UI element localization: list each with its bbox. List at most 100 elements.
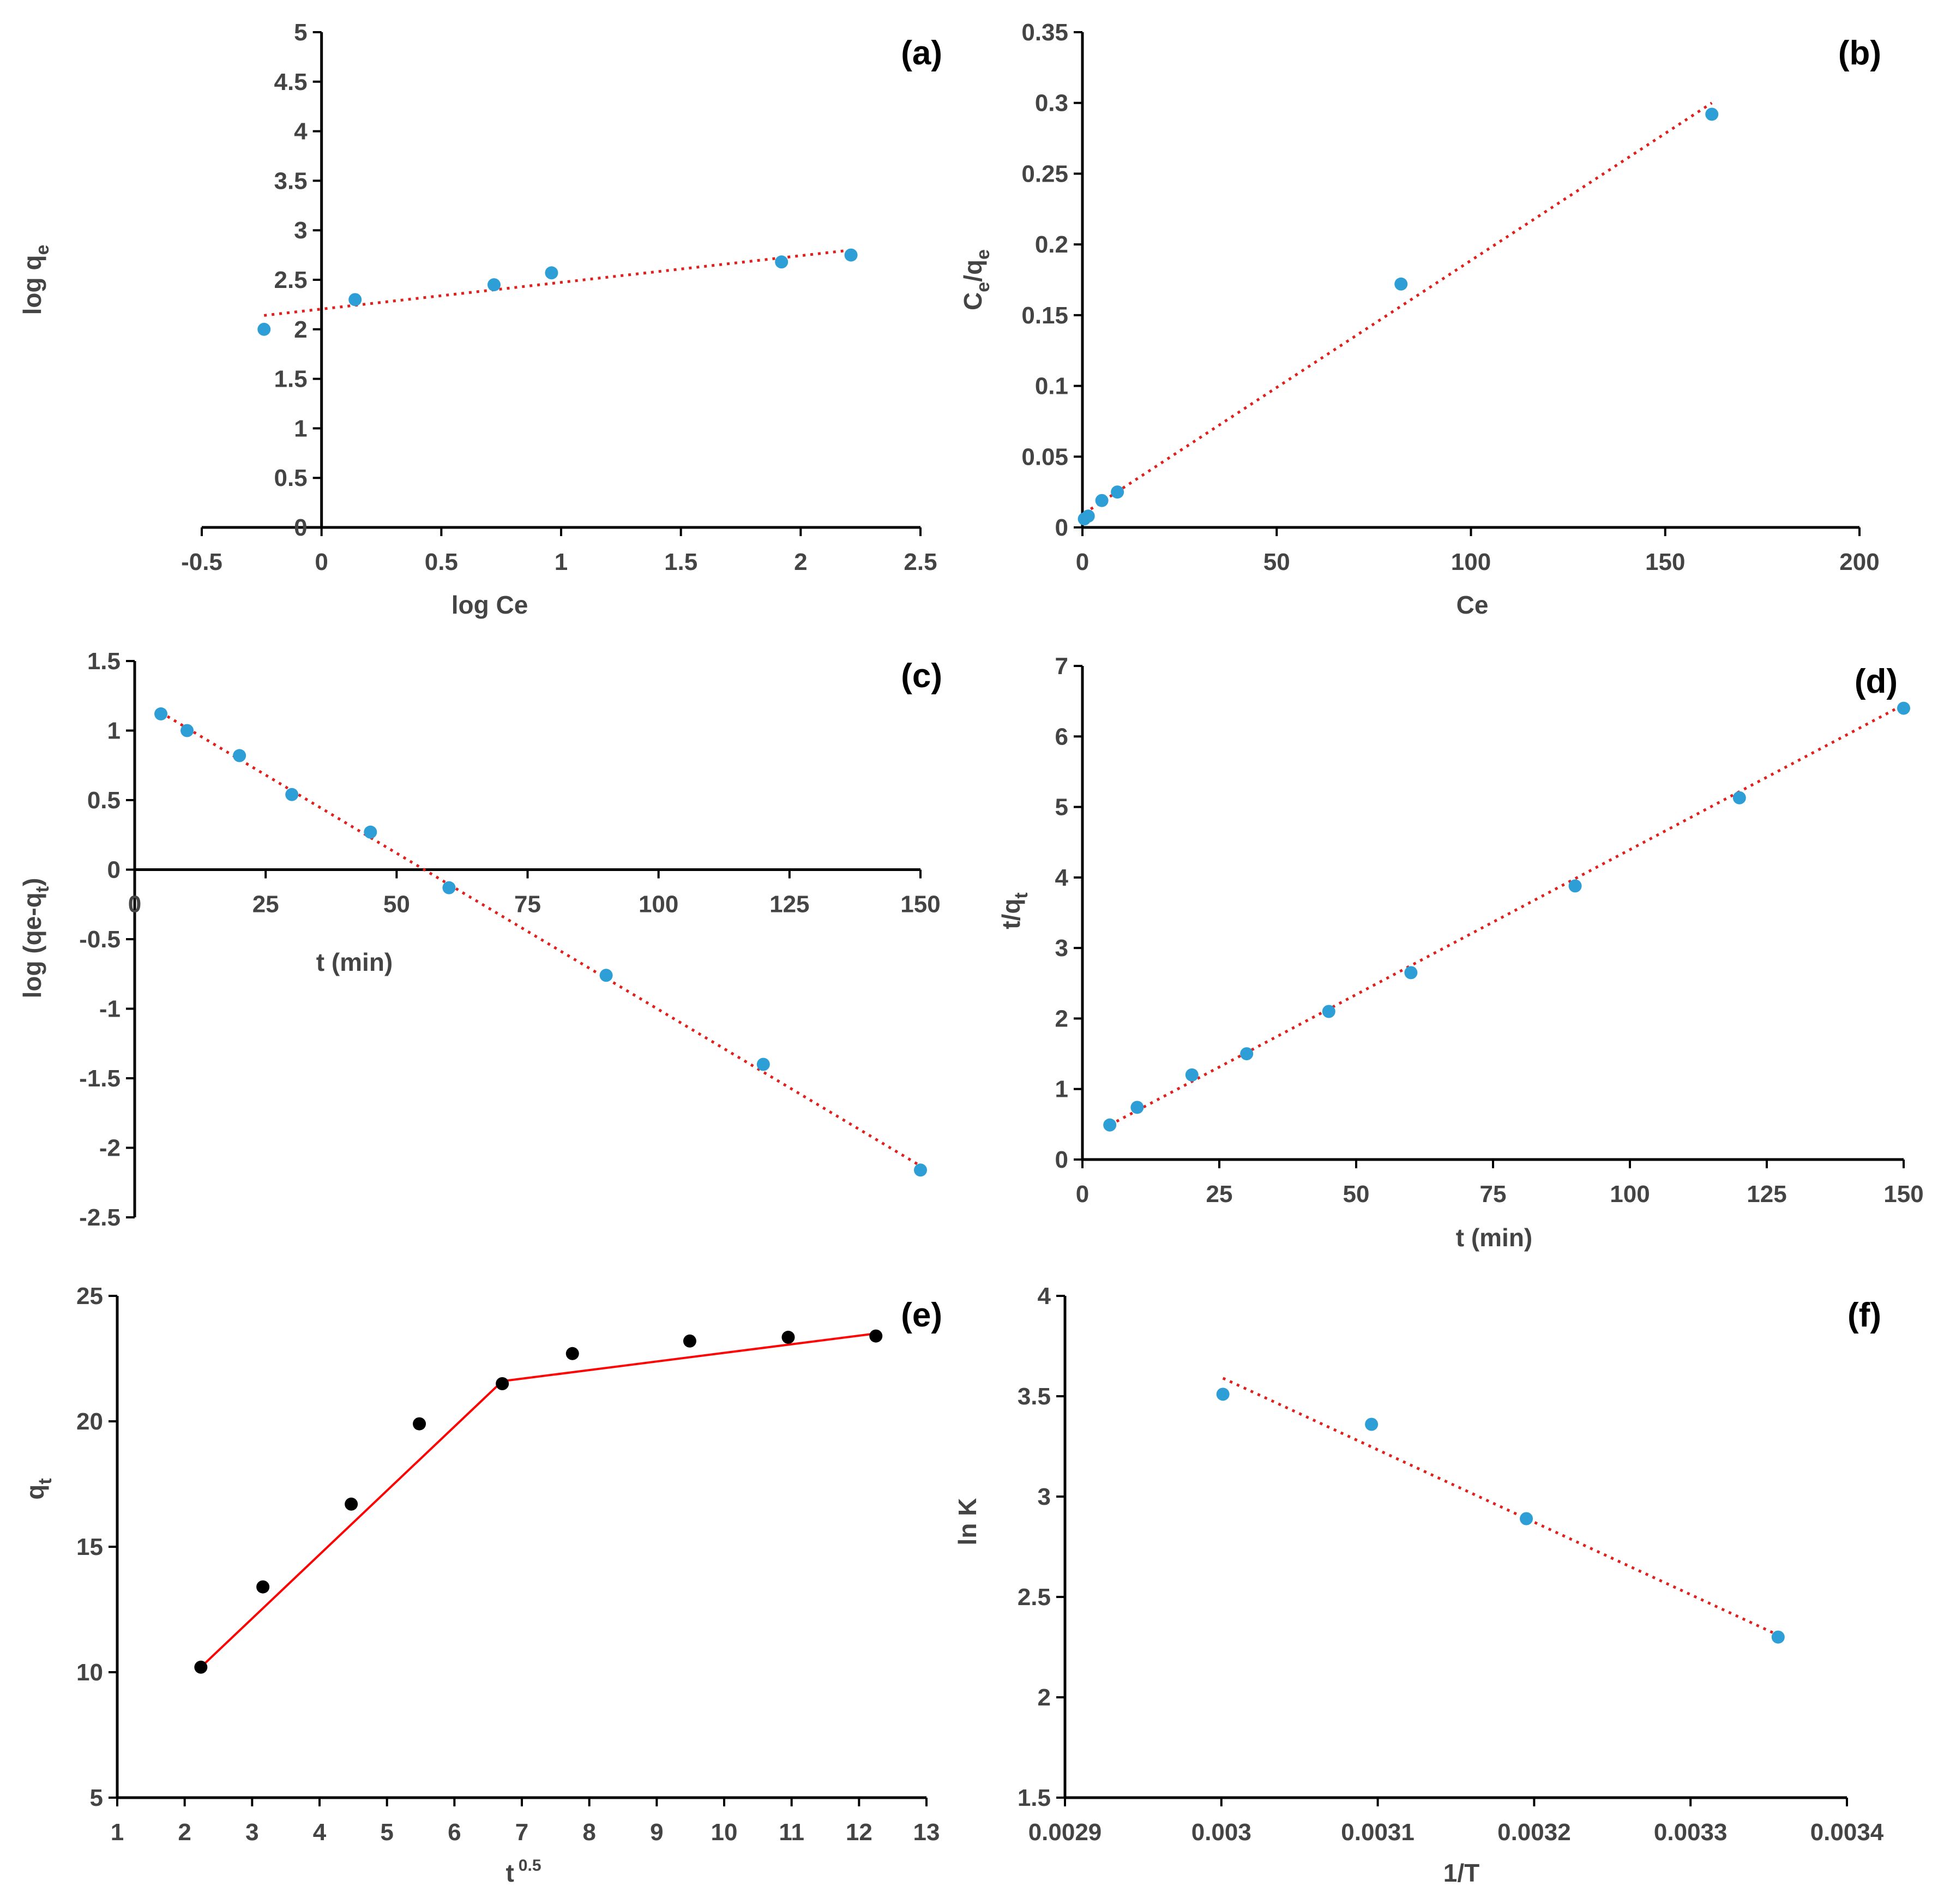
y-tick-label: 3 bbox=[294, 217, 307, 244]
x-axis-title: 1/T bbox=[1443, 1859, 1479, 1887]
data-point bbox=[194, 1660, 208, 1674]
y-tick-label: 1.5 bbox=[87, 648, 121, 675]
x-tick-label: 3 bbox=[245, 1819, 258, 1846]
data-point bbox=[487, 278, 501, 292]
y-axis-title-main: log q bbox=[18, 255, 46, 315]
data-point bbox=[756, 1058, 770, 1071]
y-tick-label: 1 bbox=[107, 718, 121, 744]
x-tick-label: -0.5 bbox=[181, 549, 222, 575]
y-axis-title-subscript: e bbox=[973, 282, 994, 292]
data-point bbox=[1095, 494, 1109, 507]
data-point bbox=[364, 825, 377, 839]
y-tick-label: 1 bbox=[294, 415, 307, 442]
panel-label: (b) bbox=[1838, 34, 1881, 72]
y-axis-title: log (qe-qt) bbox=[18, 878, 53, 999]
y-tick-label: 2.5 bbox=[274, 267, 307, 293]
x-tick-label: 25 bbox=[1206, 1181, 1233, 1208]
data-point bbox=[1568, 879, 1582, 893]
data-point bbox=[348, 293, 362, 307]
y-tick-label: 0.1 bbox=[1035, 373, 1068, 400]
y-tick-label: 0.5 bbox=[87, 787, 121, 814]
x-tick-label: 0 bbox=[315, 549, 328, 575]
data-point bbox=[775, 255, 789, 269]
y-tick-label: 0 bbox=[1055, 1146, 1068, 1173]
y-tick-label: 2 bbox=[294, 316, 307, 343]
data-point bbox=[1394, 277, 1408, 291]
x-tick-label: 5 bbox=[380, 1819, 393, 1846]
y-axis-title-main: /q bbox=[959, 260, 987, 282]
data-point bbox=[1520, 1512, 1533, 1525]
x-tick-label: 10 bbox=[711, 1819, 738, 1846]
y-axis-title-end: ) bbox=[18, 878, 46, 886]
data-point bbox=[1103, 1118, 1117, 1132]
y-tick-label: 5 bbox=[1055, 794, 1068, 821]
y-axis-title-main: q bbox=[21, 1485, 49, 1500]
data-point bbox=[844, 248, 858, 262]
x-tick-label: 0.0034 bbox=[1810, 1819, 1884, 1846]
y-tick-label: 2.5 bbox=[1018, 1584, 1051, 1611]
y-tick-label: 3 bbox=[1038, 1483, 1051, 1510]
trendline bbox=[1222, 1377, 1779, 1637]
y-axis-title: Ce/qe bbox=[959, 249, 994, 310]
fit-segment bbox=[200, 1380, 503, 1668]
x-axis-title: Ce bbox=[1457, 591, 1489, 619]
data-point bbox=[1771, 1630, 1785, 1644]
data-point bbox=[1240, 1047, 1254, 1061]
trendline bbox=[1084, 101, 1713, 515]
x-tick-label: 150 bbox=[1883, 1181, 1923, 1208]
panel-label: (a) bbox=[901, 34, 942, 72]
x-tick-label: 100 bbox=[1451, 549, 1491, 575]
x-tick-label: 0.5 bbox=[425, 549, 458, 575]
x-axis-title: log Ce bbox=[452, 591, 528, 619]
y-tick-label: 0 bbox=[107, 857, 121, 884]
y-axis-title-subscript: t bbox=[32, 886, 53, 892]
y-tick-label: 0.25 bbox=[1021, 160, 1068, 187]
y-tick-label: 15 bbox=[76, 1534, 103, 1560]
y-axis-title-subscript: t bbox=[35, 1478, 56, 1484]
x-tick-label: 2 bbox=[178, 1819, 191, 1846]
data-point bbox=[565, 1347, 579, 1360]
data-point bbox=[1185, 1068, 1199, 1082]
y-axis-title-main: t/q bbox=[997, 899, 1025, 929]
y-tick-label: 1.5 bbox=[274, 366, 307, 393]
data-point bbox=[683, 1334, 696, 1348]
x-tick-label: 13 bbox=[913, 1819, 940, 1846]
x-tick-label: 0.0033 bbox=[1654, 1819, 1728, 1846]
chart-panel-d: 0 1 2 3 4 5 6 7 0 25 50 75 100 125 150 (d) t (min) t/qt bbox=[997, 653, 1924, 1252]
x-tick-label: 75 bbox=[514, 891, 541, 918]
trendline bbox=[1109, 703, 1905, 1126]
y-tick-label: 1 bbox=[1055, 1076, 1068, 1103]
y-tick-label: -1 bbox=[99, 996, 121, 1023]
y-tick-label: 4 bbox=[294, 118, 308, 145]
y-tick-label: 5 bbox=[90, 1785, 103, 1811]
x-tick-label: 0.0032 bbox=[1497, 1819, 1571, 1846]
x-tick-label: 2.5 bbox=[904, 549, 937, 575]
y-tick-label: 6 bbox=[1055, 723, 1068, 750]
panel-label: (f) bbox=[1847, 1296, 1881, 1334]
y-tick-label: 0.05 bbox=[1021, 443, 1068, 470]
y-tick-label: 3.5 bbox=[274, 167, 307, 194]
data-point bbox=[285, 788, 299, 801]
y-axis-title-main: C bbox=[959, 292, 987, 310]
x-tick-label: 1 bbox=[111, 1819, 124, 1846]
y-axis-title-subscript: e bbox=[32, 245, 53, 255]
y-tick-label: 5 bbox=[294, 19, 307, 46]
data-point bbox=[1216, 1388, 1230, 1401]
y-tick-label: 0.3 bbox=[1035, 90, 1068, 117]
data-point bbox=[257, 322, 271, 336]
data-point bbox=[180, 724, 194, 737]
x-tick-label: 1 bbox=[555, 549, 568, 575]
y-tick-label: -2 bbox=[99, 1135, 121, 1162]
data-point bbox=[496, 1377, 509, 1390]
x-tick-label: 125 bbox=[1747, 1181, 1786, 1208]
y-tick-label: 0 bbox=[1055, 514, 1068, 541]
chart-panel-f: 1.5 2 2.5 3 3.5 4 0.0029 0.003 0.0031 0.0032 0.003… bbox=[953, 1283, 1884, 1887]
y-axis-title-main: ln K bbox=[953, 1498, 982, 1546]
y-axis-title: qt bbox=[21, 1478, 56, 1499]
panel-label: (e) bbox=[901, 1296, 942, 1334]
data-point bbox=[1732, 791, 1746, 804]
y-tick-label: 0 bbox=[294, 514, 307, 541]
chart-panel-a: 0 0.5 1 1.5 2 2.5 3 3.5 4 4.5 5 -0.5 0 0.5 1 1.5 2 2.5 (a)… bbox=[18, 19, 942, 619]
panel-label: (d) bbox=[1855, 663, 1898, 700]
data-point bbox=[1404, 966, 1418, 980]
